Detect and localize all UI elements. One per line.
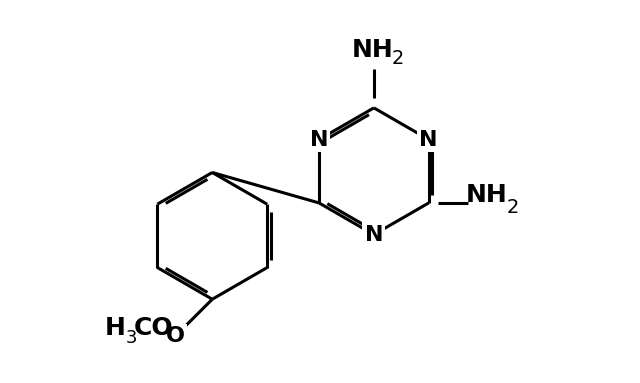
Text: NH: NH [466, 183, 508, 207]
Text: 2: 2 [506, 198, 518, 218]
Text: N: N [419, 129, 438, 149]
Text: N: N [310, 129, 328, 149]
Text: N: N [365, 224, 383, 245]
Text: CO: CO [134, 316, 173, 340]
Text: 3: 3 [126, 329, 138, 347]
Text: O: O [166, 326, 185, 346]
Text: 2: 2 [392, 49, 404, 68]
Text: NH: NH [352, 38, 394, 62]
Text: H: H [105, 316, 125, 340]
